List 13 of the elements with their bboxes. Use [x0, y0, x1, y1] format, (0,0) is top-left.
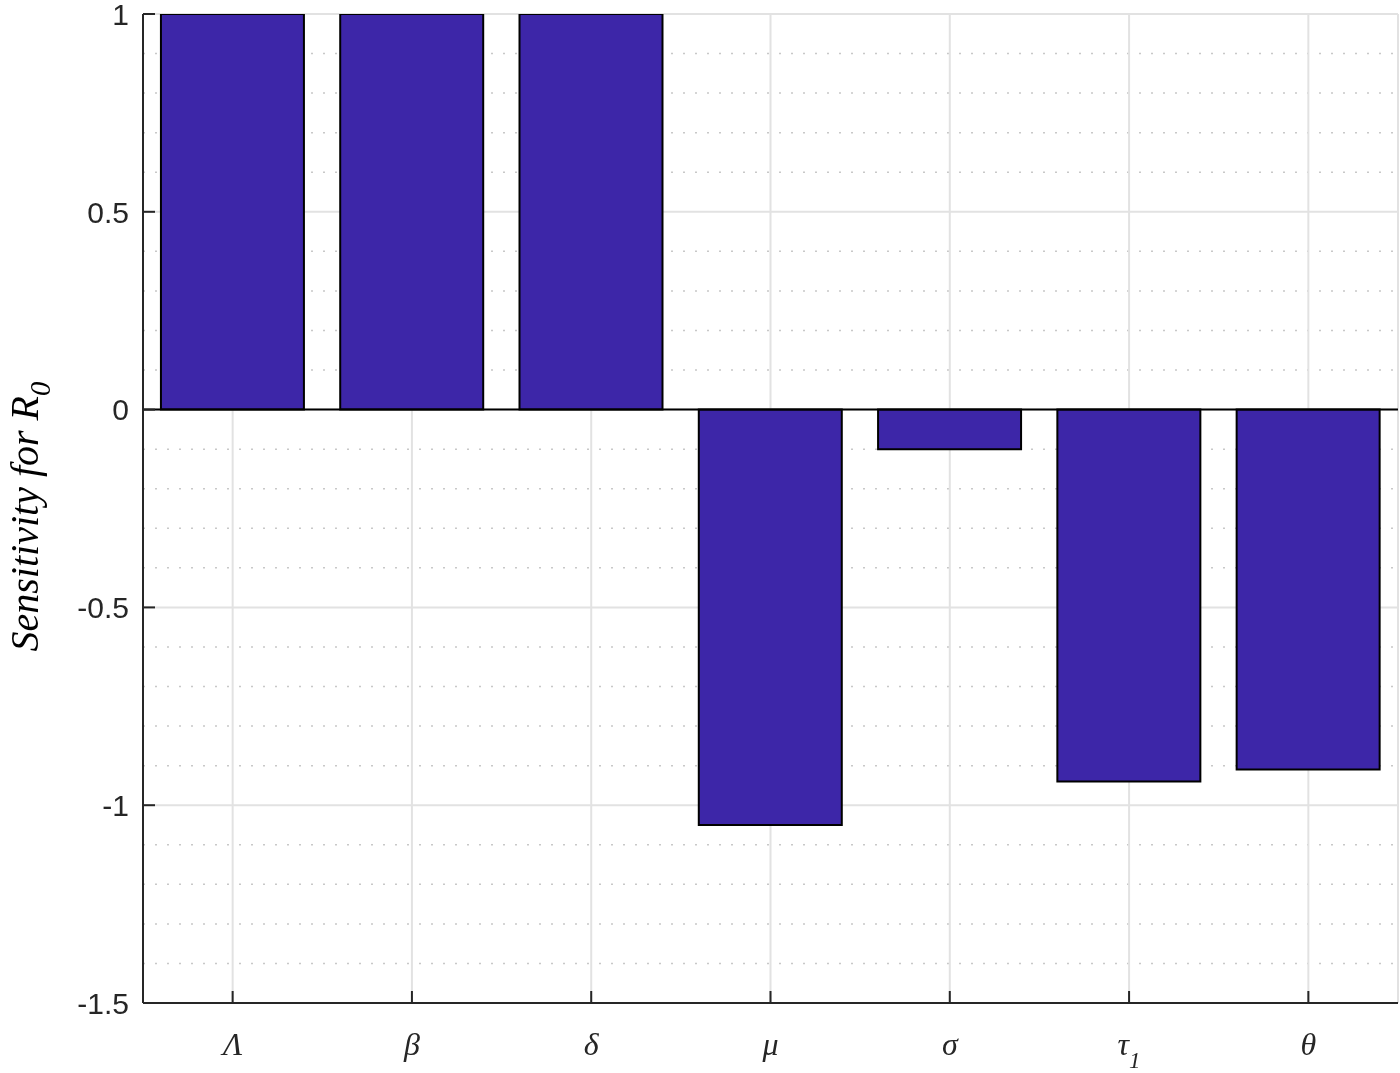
- x-tick-label: δ: [583, 1026, 600, 1062]
- x-tick-label: μ: [761, 1026, 779, 1062]
- x-tick-label: θ: [1300, 1026, 1317, 1062]
- x-tick-label: σ: [941, 1026, 959, 1062]
- y-tick-label: -0.5: [77, 591, 129, 625]
- y-tick-label: -1: [102, 789, 129, 822]
- y-tick-label: -1.5: [77, 986, 129, 1020]
- x-tick-label: τ$_{1}$: [1117, 1026, 1141, 1073]
- y-tick-label: 0: [112, 393, 129, 427]
- x-tick-label: Λ: [219, 1026, 243, 1062]
- y-tick-label: 0.5: [87, 195, 129, 229]
- y-tick-label: 1: [112, 0, 129, 31]
- x-tick-label: β: [402, 1026, 420, 1062]
